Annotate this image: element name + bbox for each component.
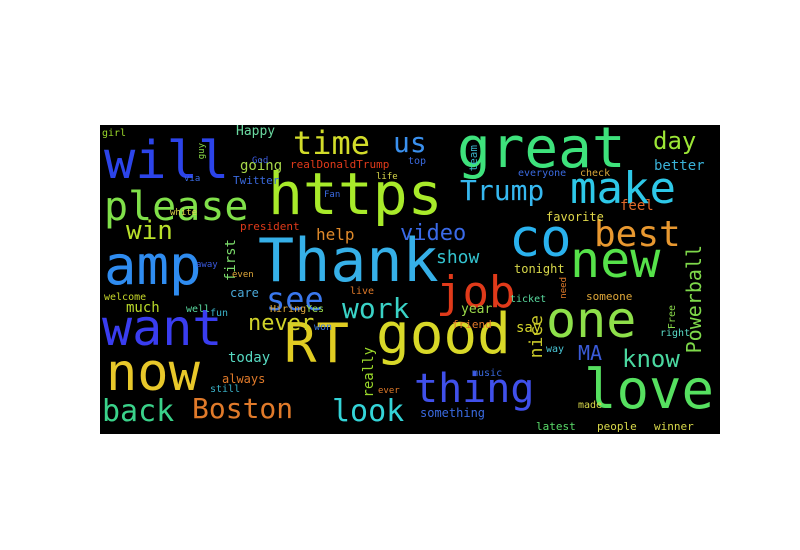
word-favorite: favorite — [546, 210, 604, 224]
word-co: co — [509, 209, 572, 269]
word-life: life — [376, 172, 398, 182]
word-someone: someone — [586, 290, 633, 303]
word-right: right — [660, 328, 691, 339]
word-girl: girl — [102, 128, 127, 139]
word-everyone: everyone — [518, 168, 567, 179]
word-fun: fun — [210, 308, 229, 319]
word-way: way — [546, 344, 565, 355]
word-please: please — [104, 184, 249, 230]
word-yes: Yes — [306, 304, 325, 315]
word-always: always — [222, 372, 266, 386]
word-us: us — [393, 126, 427, 159]
word-team: team — [467, 145, 480, 172]
word-new: new — [570, 231, 661, 289]
word-need: need — [559, 277, 569, 299]
word-fan: Fan — [324, 190, 341, 200]
word-happy: Happy — [236, 125, 276, 139]
word-rt: RT — [284, 312, 350, 375]
word-never: never — [248, 311, 315, 336]
word-video: video — [400, 221, 467, 246]
word-well: well — [186, 304, 211, 315]
word-cloud: Thank https great amp want good now will… — [100, 125, 720, 434]
word-show: show — [436, 247, 480, 268]
word-live: live — [350, 286, 375, 297]
word-best: best — [594, 214, 681, 255]
word-look: look — [332, 394, 405, 429]
word-welcome: welcome — [104, 292, 147, 303]
word-say: say — [516, 320, 542, 336]
word-much: much — [126, 300, 160, 316]
word-thing: thing — [414, 366, 535, 412]
word-away: away — [196, 260, 218, 270]
word-job: job — [436, 267, 516, 318]
word-ever: ever — [378, 386, 400, 396]
word-via: via — [184, 174, 201, 184]
word-winner: winner — [654, 420, 694, 433]
word-will: will — [104, 131, 230, 191]
word-something: something — [420, 406, 486, 420]
word-god: God — [252, 156, 269, 166]
word-boston: Boston — [192, 392, 294, 425]
word-music: music — [472, 368, 503, 379]
word-year: year — [461, 302, 493, 317]
word-want: want — [102, 299, 223, 357]
word-even: even — [232, 270, 254, 280]
word-help: help — [316, 225, 355, 244]
word-https: https — [268, 160, 443, 228]
word-good: good — [376, 302, 511, 367]
word-work: work — [342, 292, 410, 325]
word-latest: latest — [536, 420, 576, 433]
word-win: win — [126, 216, 173, 246]
word-trump: Trump — [460, 174, 545, 207]
word-realdonaldtrump: realDonaldTrump — [290, 158, 390, 171]
word-see: see — [266, 280, 324, 318]
word-love: love — [584, 358, 715, 421]
word-great: great — [457, 125, 626, 181]
word-care: care — [230, 286, 259, 300]
word-back: back — [102, 394, 175, 429]
word-day: day — [653, 127, 697, 155]
word-really: really — [361, 347, 377, 398]
word-top: top — [408, 156, 427, 167]
word-president: president — [240, 220, 300, 233]
word-thank: Thank — [258, 226, 439, 296]
word-know: know — [622, 345, 680, 373]
word-check: check — [580, 168, 611, 179]
word-hiring: Hiring — [270, 304, 307, 315]
word-tonight: tonight — [514, 262, 565, 276]
word-going: going — [240, 158, 283, 174]
word-ma: MA — [578, 341, 603, 365]
word-twitter: Twitter — [233, 174, 280, 187]
word-ticket: ticket — [510, 294, 547, 305]
word-made: made — [578, 400, 603, 411]
word-better: better — [654, 158, 705, 174]
word-time: time — [293, 125, 371, 162]
word-feel: feel — [620, 198, 654, 214]
word-amp: amp — [104, 234, 202, 297]
word-make: make — [570, 163, 676, 214]
word-one: one — [546, 291, 637, 349]
word-today: today — [228, 350, 271, 366]
word-free: Free — [667, 305, 678, 330]
word-friend: friend — [452, 318, 492, 331]
word-still: still — [210, 384, 241, 395]
word-white: white — [170, 208, 198, 218]
word-won: won — [314, 322, 333, 333]
word-guy: guy — [197, 143, 207, 160]
word-now: now — [106, 343, 200, 403]
word-people: people — [597, 420, 637, 433]
